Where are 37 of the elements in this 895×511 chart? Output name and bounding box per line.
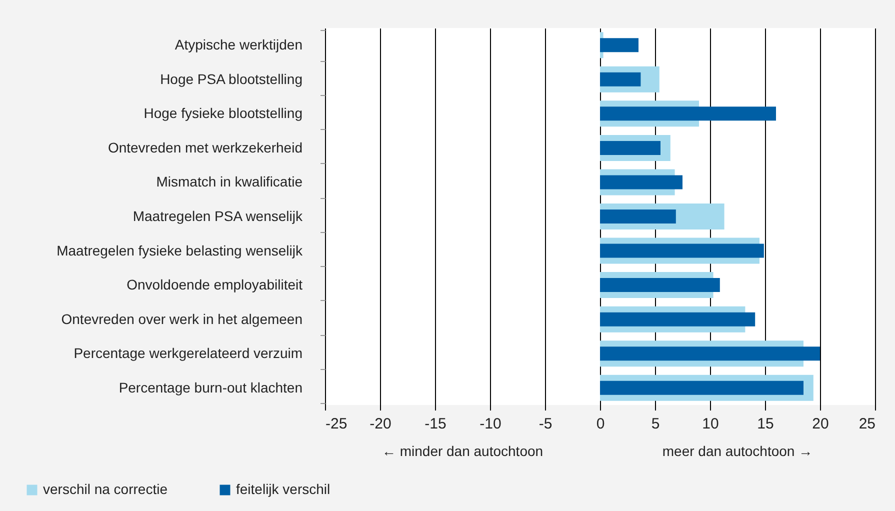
bar bbox=[600, 140, 660, 155]
bar bbox=[600, 38, 638, 52]
bar bbox=[600, 210, 676, 224]
y-tick-label: Ontevreden over werk in het algemeen bbox=[61, 310, 302, 327]
legend-label: feitelijk verschil bbox=[236, 481, 330, 497]
x-tick-label: -25 bbox=[326, 416, 348, 432]
x-tick-label: 10 bbox=[702, 416, 719, 432]
bar bbox=[600, 278, 720, 292]
bar bbox=[600, 380, 804, 395]
y-tick-label: Hoge fysieke blootstelling bbox=[144, 105, 302, 122]
y-tick-label: Percentage burn-out klachten bbox=[118, 379, 302, 396]
x-tick-label: 0 bbox=[596, 416, 605, 432]
y-tick-label: Maatregelen fysieke belasting wenselijk bbox=[56, 242, 304, 258]
y-tick-label: Atypische werktijden bbox=[174, 36, 302, 53]
y-tick-label: Ontevreden met werkzekerheid bbox=[108, 139, 302, 156]
x-tick-label: -15 bbox=[424, 416, 446, 432]
y-tick-label: Onvoldoende employabiliteit bbox=[126, 276, 303, 293]
y-tick-label: Percentage werkgerelateerd verzuim bbox=[74, 345, 302, 362]
legend-label: verschil na correctie bbox=[43, 481, 168, 497]
text: meer dan autochtoon → bbox=[662, 443, 813, 459]
y-tick-label: Mismatch in kwalificatie bbox=[156, 174, 303, 190]
x-tick-label: 20 bbox=[812, 416, 829, 432]
x-tick-label: -20 bbox=[370, 416, 392, 432]
x-tick-label: 15 bbox=[757, 416, 774, 432]
bar bbox=[600, 106, 776, 121]
y-tick-label: Maatregelen PSA wenselijk bbox=[132, 208, 304, 224]
x-tick-label: 5 bbox=[651, 416, 660, 432]
bar bbox=[600, 346, 820, 361]
bar bbox=[600, 72, 641, 86]
bar bbox=[600, 312, 756, 326]
x-tick-label: -5 bbox=[538, 416, 552, 432]
y-tick-label: Hoge PSA blootstelling bbox=[160, 70, 302, 87]
x-tick-label: -10 bbox=[480, 416, 502, 432]
bar bbox=[600, 244, 764, 258]
text: ← minder dan autochtoon bbox=[382, 443, 544, 459]
bar bbox=[600, 175, 682, 190]
x-tick-label: 25 bbox=[858, 416, 876, 432]
